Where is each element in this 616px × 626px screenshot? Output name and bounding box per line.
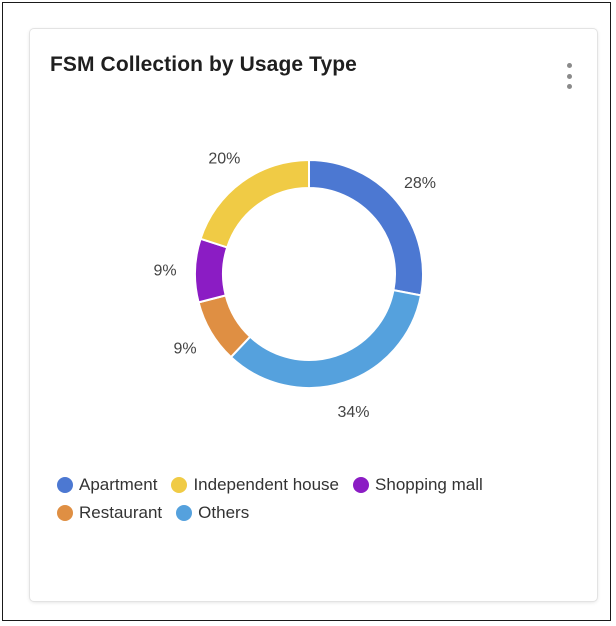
- legend-label: Shopping mall: [375, 475, 483, 494]
- legend-swatch: [353, 477, 370, 493]
- legend-item-others[interactable]: Others: [176, 503, 249, 523]
- kebab-dot: [566, 73, 572, 79]
- chart-legend: Apartment Independent house Shopping mall R…: [57, 475, 537, 523]
- legend-item-independent-house[interactable]: Independent house: [171, 475, 339, 495]
- slice-shopping-mall[interactable]: [194, 237, 229, 304]
- data-label-others: 34%: [337, 404, 369, 421]
- screenshot-frame: FSM Collection by Usage Type 28% 34% 9% 9% 2…: [2, 2, 611, 621]
- legend-item-shopping-mall[interactable]: Shopping mall: [353, 475, 483, 495]
- legend-swatch: [57, 505, 73, 521]
- legend-item-apartment[interactable]: Apartment: [57, 475, 157, 495]
- donut-chart: 28% 34% 9% 9% 20%: [154, 151, 436, 421]
- legend-swatch: [176, 505, 193, 521]
- slice-others[interactable]: [229, 288, 423, 389]
- data-label-independent-house: 20%: [208, 151, 240, 168]
- kebab-dot: [566, 63, 572, 68]
- legend-item-restaurant[interactable]: Restaurant: [57, 503, 162, 523]
- kebab-dot: [566, 84, 572, 89]
- legend-swatch: [57, 477, 73, 493]
- more-vertical-icon[interactable]: [562, 63, 576, 89]
- legend-label: Independent house: [193, 475, 340, 494]
- legend-label: Restaurant: [79, 503, 163, 522]
- chart-card: FSM Collection by Usage Type 28% 34% 9% 9% 2…: [30, 29, 597, 601]
- legend-swatch: [171, 477, 188, 493]
- legend-label: Others: [198, 503, 250, 522]
- data-label-shopping-mall: 9%: [154, 262, 177, 279]
- data-label-restaurant: 9%: [173, 340, 196, 357]
- card-title: FSM Collection by Usage Type: [50, 53, 357, 76]
- slice-independent-house[interactable]: [199, 158, 310, 249]
- legend-label: Apartment: [79, 475, 158, 494]
- data-label-apartment: 28%: [404, 175, 436, 192]
